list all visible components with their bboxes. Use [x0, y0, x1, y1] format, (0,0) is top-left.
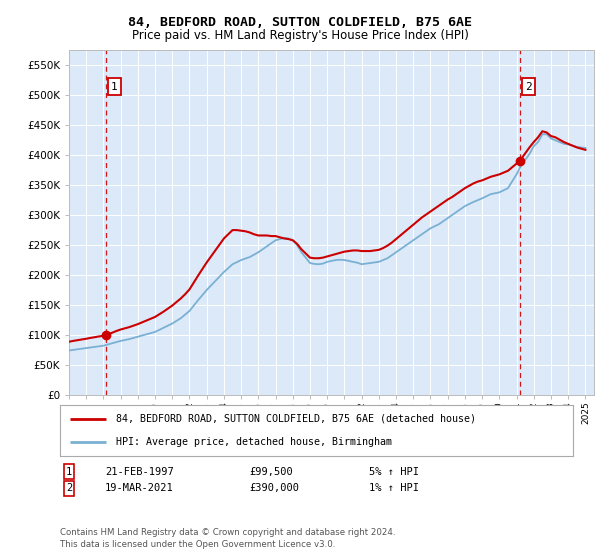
Text: £99,500: £99,500: [249, 466, 293, 477]
Text: 1% ↑ HPI: 1% ↑ HPI: [369, 483, 419, 493]
Text: 2: 2: [526, 82, 532, 92]
Text: HPI: Average price, detached house, Birmingham: HPI: Average price, detached house, Birm…: [116, 437, 392, 447]
Text: 2: 2: [66, 483, 72, 493]
Text: 21-FEB-1997: 21-FEB-1997: [105, 466, 174, 477]
Text: Price paid vs. HM Land Registry's House Price Index (HPI): Price paid vs. HM Land Registry's House …: [131, 29, 469, 42]
Text: 5% ↑ HPI: 5% ↑ HPI: [369, 466, 419, 477]
Text: Contains HM Land Registry data © Crown copyright and database right 2024.
This d: Contains HM Land Registry data © Crown c…: [60, 528, 395, 549]
Text: 19-MAR-2021: 19-MAR-2021: [105, 483, 174, 493]
Text: £390,000: £390,000: [249, 483, 299, 493]
Text: 1: 1: [66, 466, 72, 477]
Text: 84, BEDFORD ROAD, SUTTON COLDFIELD, B75 6AE: 84, BEDFORD ROAD, SUTTON COLDFIELD, B75 …: [128, 16, 472, 29]
Text: 1: 1: [111, 82, 118, 92]
Text: 84, BEDFORD ROAD, SUTTON COLDFIELD, B75 6AE (detached house): 84, BEDFORD ROAD, SUTTON COLDFIELD, B75 …: [116, 414, 476, 424]
